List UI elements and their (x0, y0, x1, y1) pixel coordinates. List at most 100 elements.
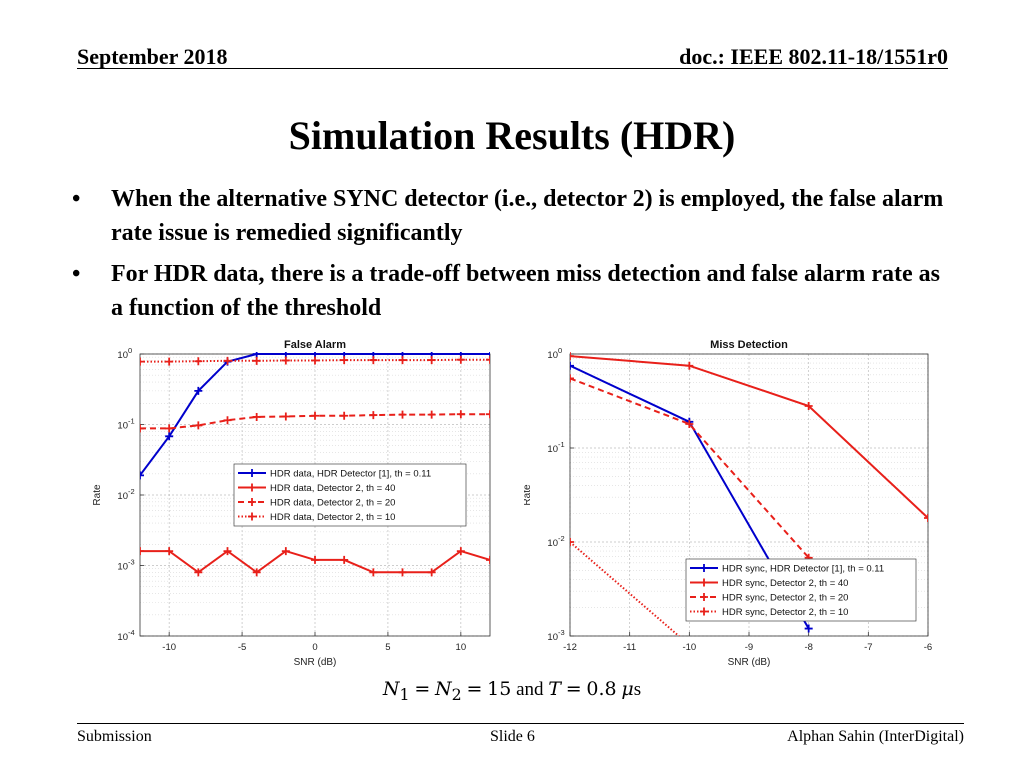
y-tick-exponent: -2 (128, 487, 135, 496)
x-tick-label: -9 (745, 642, 753, 653)
y-tick-label: 10 (117, 562, 128, 573)
caption-unit: s (633, 679, 642, 700)
data-point-marker (194, 421, 203, 430)
y-tick-label: 10 (117, 421, 128, 432)
caption-and: and (516, 679, 544, 700)
x-tick-label: -12 (563, 642, 577, 653)
y-tick-label: 10 (547, 444, 558, 455)
footer-rule (77, 723, 964, 724)
data-point-marker (281, 412, 290, 421)
header-date: September 2018 (77, 44, 228, 69)
footer-submission: Submission (77, 728, 152, 745)
series-line (570, 541, 681, 636)
caption-n-value: 15 (487, 678, 512, 700)
data-point-marker (340, 411, 349, 420)
footer-author: Alphan Sahin (InterDigital) (787, 728, 964, 745)
x-tick-label: 10 (456, 642, 467, 653)
data-point-marker (456, 547, 465, 556)
legend-marker (248, 469, 256, 477)
data-point-marker (369, 356, 378, 365)
data-point-marker (194, 357, 203, 366)
data-point-marker (570, 361, 574, 370)
data-point-marker (398, 568, 407, 577)
data-point-marker (486, 410, 490, 419)
legend-marker (248, 498, 256, 506)
legend-label: HDR sync, HDR Detector [1], th = 0.11 (722, 564, 884, 575)
bullet-text: When the alternative SYNC detector (i.e.… (111, 186, 944, 246)
series-group (140, 352, 490, 577)
legend-label: HDR data, Detector 2, th = 10 (270, 512, 395, 523)
data-point-marker (804, 401, 813, 410)
y-tick-label: 10 (547, 538, 558, 549)
legend-label: HDR sync, Detector 2, th = 10 (722, 607, 848, 618)
data-point-marker (486, 555, 490, 564)
x-tick-label: 0 (312, 642, 317, 653)
data-point-marker (281, 356, 290, 365)
y-axis-label: Rate (92, 484, 103, 506)
legend-label: HDR data, Detector 2, th = 40 (270, 483, 395, 494)
legend-label: HDR sync, Detector 2, th = 40 (722, 578, 848, 589)
data-point-marker (340, 555, 349, 564)
bullet-dot-icon: • (72, 261, 81, 287)
data-point-marker (165, 357, 174, 366)
legend-box (233, 463, 467, 527)
parameter-caption: N1 = N2 = 15 and T = 0.8 μs (382, 678, 642, 704)
header-doc-id: doc.: IEEE 802.11-18/1551r0 (679, 44, 948, 69)
data-point-marker (427, 356, 436, 365)
bullet-list: • When the alternative SYNC detector (i.e… (72, 182, 952, 332)
data-point-marker (165, 432, 174, 441)
data-point-marker (456, 410, 465, 419)
data-point-marker (685, 420, 694, 429)
y-tick-label: 10 (117, 491, 128, 502)
y-tick-label: 10 (547, 632, 558, 643)
footer-slide-number: Slide 6 (490, 728, 535, 745)
data-point-marker (194, 386, 203, 395)
chart-title: Miss Detection (710, 339, 788, 351)
legend-marker (248, 483, 256, 492)
data-point-marker (223, 356, 232, 365)
legend-marker (700, 593, 708, 601)
y-tick-exponent: -3 (128, 558, 135, 567)
caption-t-value: 0.8 (586, 678, 617, 700)
y-tick-exponent: -1 (558, 440, 565, 449)
data-point-marker (570, 374, 574, 383)
data-point-marker (281, 547, 290, 556)
data-point-marker (140, 547, 144, 556)
x-tick-label: -10 (162, 642, 176, 653)
data-point-marker (252, 356, 261, 365)
data-point-marker (194, 568, 203, 577)
legend-marker (700, 564, 708, 572)
data-point-marker (311, 411, 319, 420)
data-point-marker (223, 547, 232, 556)
data-point-marker (427, 410, 436, 419)
data-point-marker (311, 555, 319, 564)
y-tick-exponent: -2 (558, 534, 565, 543)
data-point-marker (340, 356, 349, 365)
y-axis-label: Rate (524, 484, 533, 506)
slide-title: Simulation Results (HDR) (288, 113, 736, 158)
data-point-marker (369, 568, 378, 577)
y-tick-exponent: 0 (558, 346, 562, 355)
data-point-marker (252, 568, 261, 577)
data-point-marker (486, 355, 490, 364)
x-axis-label: SNR (dB) (294, 657, 337, 668)
data-point-marker (140, 471, 144, 480)
data-point-marker (804, 624, 813, 633)
legend-label: HDR data, HDR Detector [1], th = 0.11 (270, 469, 431, 480)
series-line (570, 355, 928, 519)
x-axis-label: SNR (dB) (728, 657, 771, 668)
data-point-marker (140, 357, 144, 366)
y-tick-label: 10 (547, 350, 558, 361)
header-rule (77, 68, 948, 69)
legend-marker (700, 578, 708, 587)
y-tick-label: 10 (117, 350, 128, 361)
data-point-marker (252, 352, 261, 358)
data-point-marker (165, 547, 174, 556)
data-point-marker (924, 514, 928, 523)
data-point-marker (486, 352, 490, 358)
data-point-marker (570, 538, 574, 546)
data-point-marker (570, 352, 574, 361)
x-tick-label: -6 (924, 642, 932, 653)
